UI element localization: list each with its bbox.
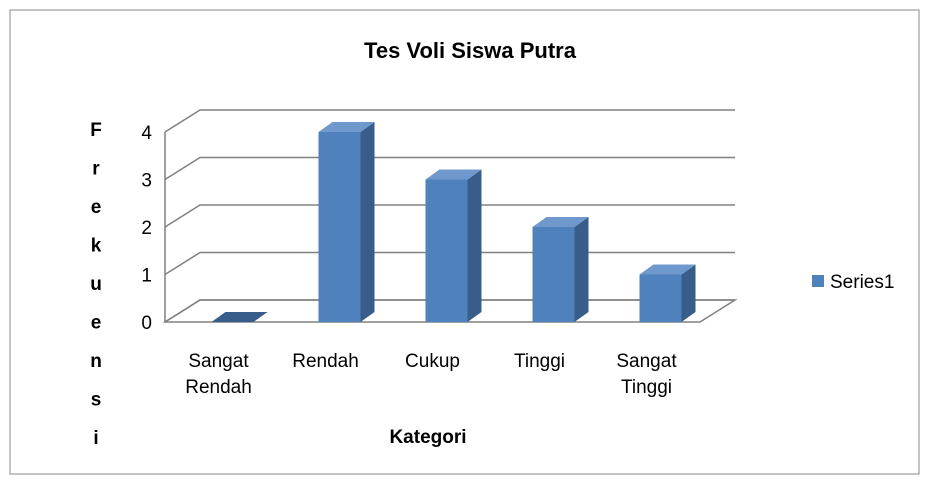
bar-front xyxy=(639,274,682,322)
bar-top xyxy=(532,217,589,227)
legend-label: Series1 xyxy=(830,272,894,293)
x-axis-title: Kategori xyxy=(389,427,466,448)
chart-title: Tes Voli Siswa Putra xyxy=(364,38,577,63)
bar xyxy=(639,264,696,322)
bar-front xyxy=(425,179,468,322)
bar xyxy=(318,122,375,322)
grid-line xyxy=(164,156,735,181)
grid-line xyxy=(164,109,735,133)
x-tick-label: Sangat Tinggi xyxy=(616,351,677,398)
bar-front xyxy=(532,227,575,322)
x-tick-label: Cukup xyxy=(405,351,460,372)
x-tick-label: Sangat Rendah xyxy=(185,351,252,398)
bar-side xyxy=(467,169,482,322)
bar-side xyxy=(360,122,375,322)
bar-top xyxy=(639,264,696,275)
bar xyxy=(425,169,482,322)
bar-side xyxy=(681,264,696,322)
bar xyxy=(211,312,268,322)
bar-front xyxy=(318,132,361,322)
x-tick-label: Tinggi xyxy=(514,351,565,372)
y-tick-label: 0 xyxy=(141,313,152,334)
legend-swatch xyxy=(812,275,824,287)
x-tick-label: Rendah xyxy=(292,351,359,372)
bar-side xyxy=(574,217,589,322)
bar-top xyxy=(318,122,375,132)
bar xyxy=(532,217,589,322)
grid-line xyxy=(164,204,735,228)
y-tick-label: 4 xyxy=(141,123,152,144)
y-tick-label: 2 xyxy=(141,218,152,239)
bar-top xyxy=(211,312,268,322)
y-tick-label: 1 xyxy=(141,266,152,287)
bar-top xyxy=(425,169,482,180)
y-tick-label: 3 xyxy=(141,171,152,192)
